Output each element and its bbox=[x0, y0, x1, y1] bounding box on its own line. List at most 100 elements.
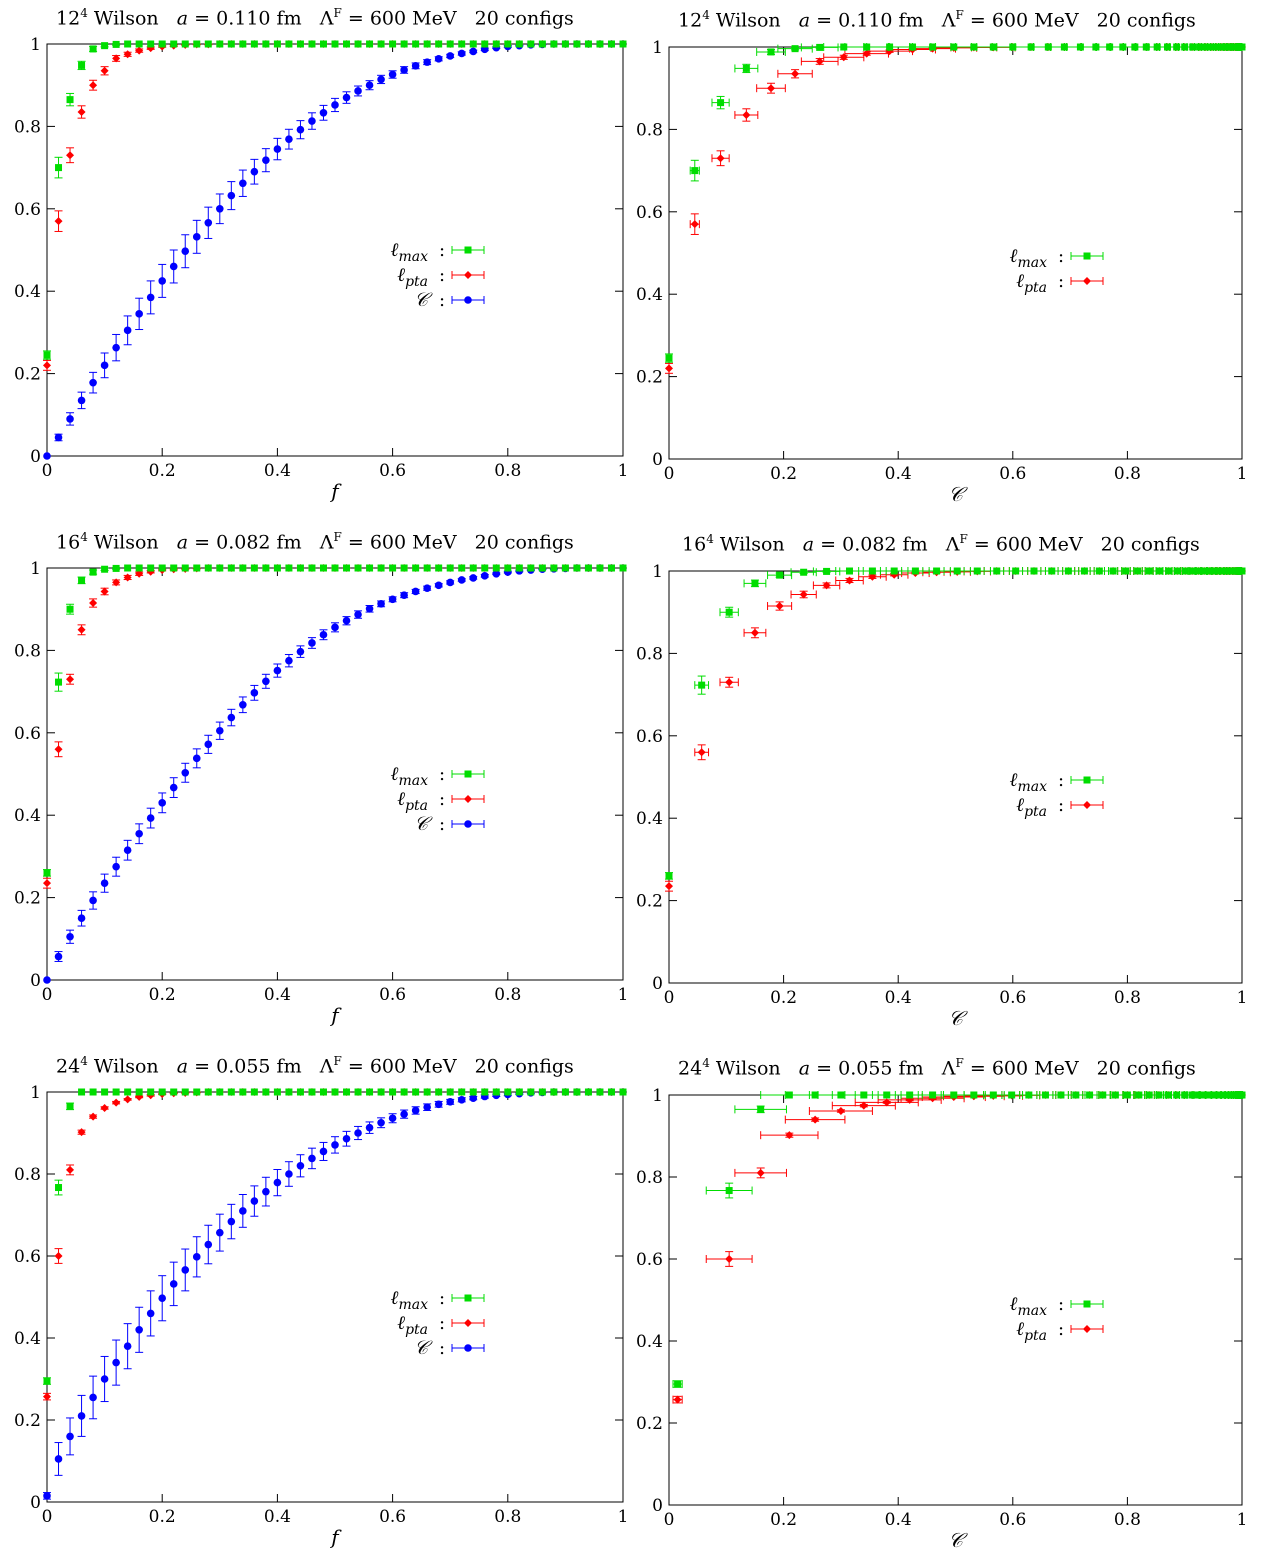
data-point bbox=[239, 179, 247, 188]
y-tick-label: 0.8 bbox=[636, 1168, 663, 1188]
data-point bbox=[619, 564, 627, 572]
legend-swatch-marker bbox=[1083, 1325, 1091, 1333]
data-point bbox=[77, 1412, 86, 1420]
cutoff-symbol: Λ bbox=[941, 1057, 956, 1080]
data-point bbox=[890, 567, 898, 575]
y-tick-label: 1 bbox=[30, 1083, 41, 1103]
data-point bbox=[54, 1252, 63, 1260]
data-point bbox=[573, 564, 581, 572]
data-point bbox=[665, 354, 673, 362]
panel-row2-left: 164 Wilson a = 0.082 fm ΛF = 600 MeV 20 … bbox=[0, 524, 632, 1030]
data-point bbox=[112, 564, 120, 572]
spacing-symbol: a bbox=[802, 533, 815, 556]
legend-label: ℓpta bbox=[397, 1312, 428, 1338]
data-point bbox=[100, 587, 109, 596]
data-point bbox=[665, 872, 673, 880]
x-axis-label: 𝒞 bbox=[948, 1006, 968, 1030]
x-tick-label: 0.2 bbox=[149, 985, 176, 1005]
legend-swatch-marker bbox=[464, 770, 472, 778]
series-c bbox=[43, 1088, 627, 1500]
data-point bbox=[389, 1088, 397, 1096]
data-point bbox=[434, 581, 443, 590]
ticks: 0 0.2 0.4 0.6 0.8 1 0 0.2 0.4 0.6 0.8 1 bbox=[636, 562, 1247, 1008]
data-point bbox=[845, 576, 854, 585]
data-point bbox=[469, 47, 478, 56]
panel-row1-left: 124 Wilson a = 0.110 fm ΛF = 600 MeV 20 … bbox=[0, 0, 632, 506]
legend: ℓmax:ℓpta:𝒞: bbox=[391, 239, 485, 311]
y-tick-label: 0.8 bbox=[636, 120, 663, 140]
data-point bbox=[469, 564, 477, 572]
x-tick-label: 0.6 bbox=[999, 1510, 1026, 1530]
x-tick-label: 0.8 bbox=[494, 1507, 521, 1527]
data-point bbox=[216, 1088, 224, 1096]
data-point bbox=[89, 81, 98, 90]
config-count: 20 configs bbox=[474, 1055, 574, 1078]
cutoff-symbol: Λ bbox=[319, 7, 334, 30]
y-tick-label: 1 bbox=[652, 38, 663, 58]
lattice-size: 16 bbox=[56, 531, 81, 554]
data-point bbox=[342, 93, 351, 102]
data-point bbox=[169, 1280, 178, 1288]
data-point bbox=[1165, 567, 1173, 575]
data-point bbox=[742, 110, 751, 119]
plot-row2-left: 00.20.40.60.810 0.2 0.4 0.6 0.8 1fℓmax:ℓpta:𝒞… bbox=[14, 559, 628, 1027]
data-point bbox=[515, 1088, 523, 1096]
data-point bbox=[170, 1088, 178, 1096]
data-point bbox=[273, 1178, 282, 1187]
legend-separator: : bbox=[439, 1313, 445, 1334]
series-lpta bbox=[43, 564, 627, 889]
y-tick-label: 0 bbox=[30, 447, 41, 467]
x-axis-label: 𝒞 bbox=[948, 1528, 968, 1552]
data-point bbox=[135, 40, 143, 48]
y-tick-label: 1 bbox=[652, 562, 663, 582]
spacing-symbol: a bbox=[176, 7, 189, 30]
data-point bbox=[193, 40, 201, 48]
data-point bbox=[389, 564, 397, 572]
action-name: Wilson bbox=[719, 533, 785, 556]
data-point bbox=[319, 564, 327, 572]
data-point bbox=[717, 99, 725, 107]
data-point bbox=[1173, 567, 1181, 575]
data-point bbox=[412, 1088, 420, 1096]
data-point bbox=[1213, 43, 1221, 51]
panel-title: 244 Wilson a = 0.055 fm ΛF = 600 MeV 20 … bbox=[56, 1054, 574, 1077]
data-point bbox=[596, 564, 604, 572]
data-point bbox=[89, 1088, 97, 1096]
data-point bbox=[515, 40, 523, 48]
series-lpta bbox=[665, 567, 1246, 892]
data-point bbox=[147, 40, 155, 48]
legend-label: 𝒞 bbox=[414, 289, 433, 311]
data-point bbox=[342, 616, 351, 625]
lattice-exponent: 4 bbox=[80, 530, 88, 544]
data-point bbox=[89, 1393, 97, 1402]
data-point bbox=[1189, 43, 1197, 51]
data-point bbox=[607, 40, 615, 48]
data-point bbox=[78, 1088, 86, 1096]
data-point bbox=[285, 1088, 293, 1096]
plot-row3-left: 00.20.40.60.810 0.2 0.4 0.6 0.8 1fℓmax:ℓpta:𝒞… bbox=[14, 1083, 628, 1549]
data-point bbox=[146, 293, 155, 302]
x-axis-label: f bbox=[329, 1003, 342, 1027]
data-point bbox=[423, 58, 431, 66]
data-point bbox=[181, 40, 189, 48]
data-point bbox=[43, 869, 51, 877]
data-point bbox=[181, 768, 190, 777]
panel-row3-right: 244 Wilson a = 0.055 fm ΛF = 600 MeV 20 … bbox=[632, 1048, 1265, 1552]
data-point bbox=[785, 1131, 794, 1140]
legend-separator: : bbox=[439, 1338, 445, 1359]
data-point bbox=[331, 1088, 339, 1096]
data-point bbox=[250, 167, 259, 176]
data-point bbox=[423, 564, 431, 572]
data-point bbox=[1131, 43, 1139, 51]
config-count: 20 configs bbox=[474, 531, 574, 554]
legend-lmax: ℓmax: bbox=[391, 239, 485, 265]
data-point bbox=[446, 1088, 454, 1096]
data-point bbox=[354, 1088, 362, 1096]
cutoff-superscript: F bbox=[333, 6, 342, 20]
legend-label: ℓmax bbox=[1010, 769, 1048, 795]
legend-swatch-marker bbox=[1083, 252, 1091, 260]
cutoff-value: 600 MeV bbox=[991, 9, 1079, 32]
ticks: 0 0.2 0.4 0.6 0.8 1 0 0.2 0.4 0.6 0.8 1 bbox=[636, 38, 1247, 484]
data-point bbox=[273, 145, 282, 153]
data-point bbox=[308, 117, 316, 125]
